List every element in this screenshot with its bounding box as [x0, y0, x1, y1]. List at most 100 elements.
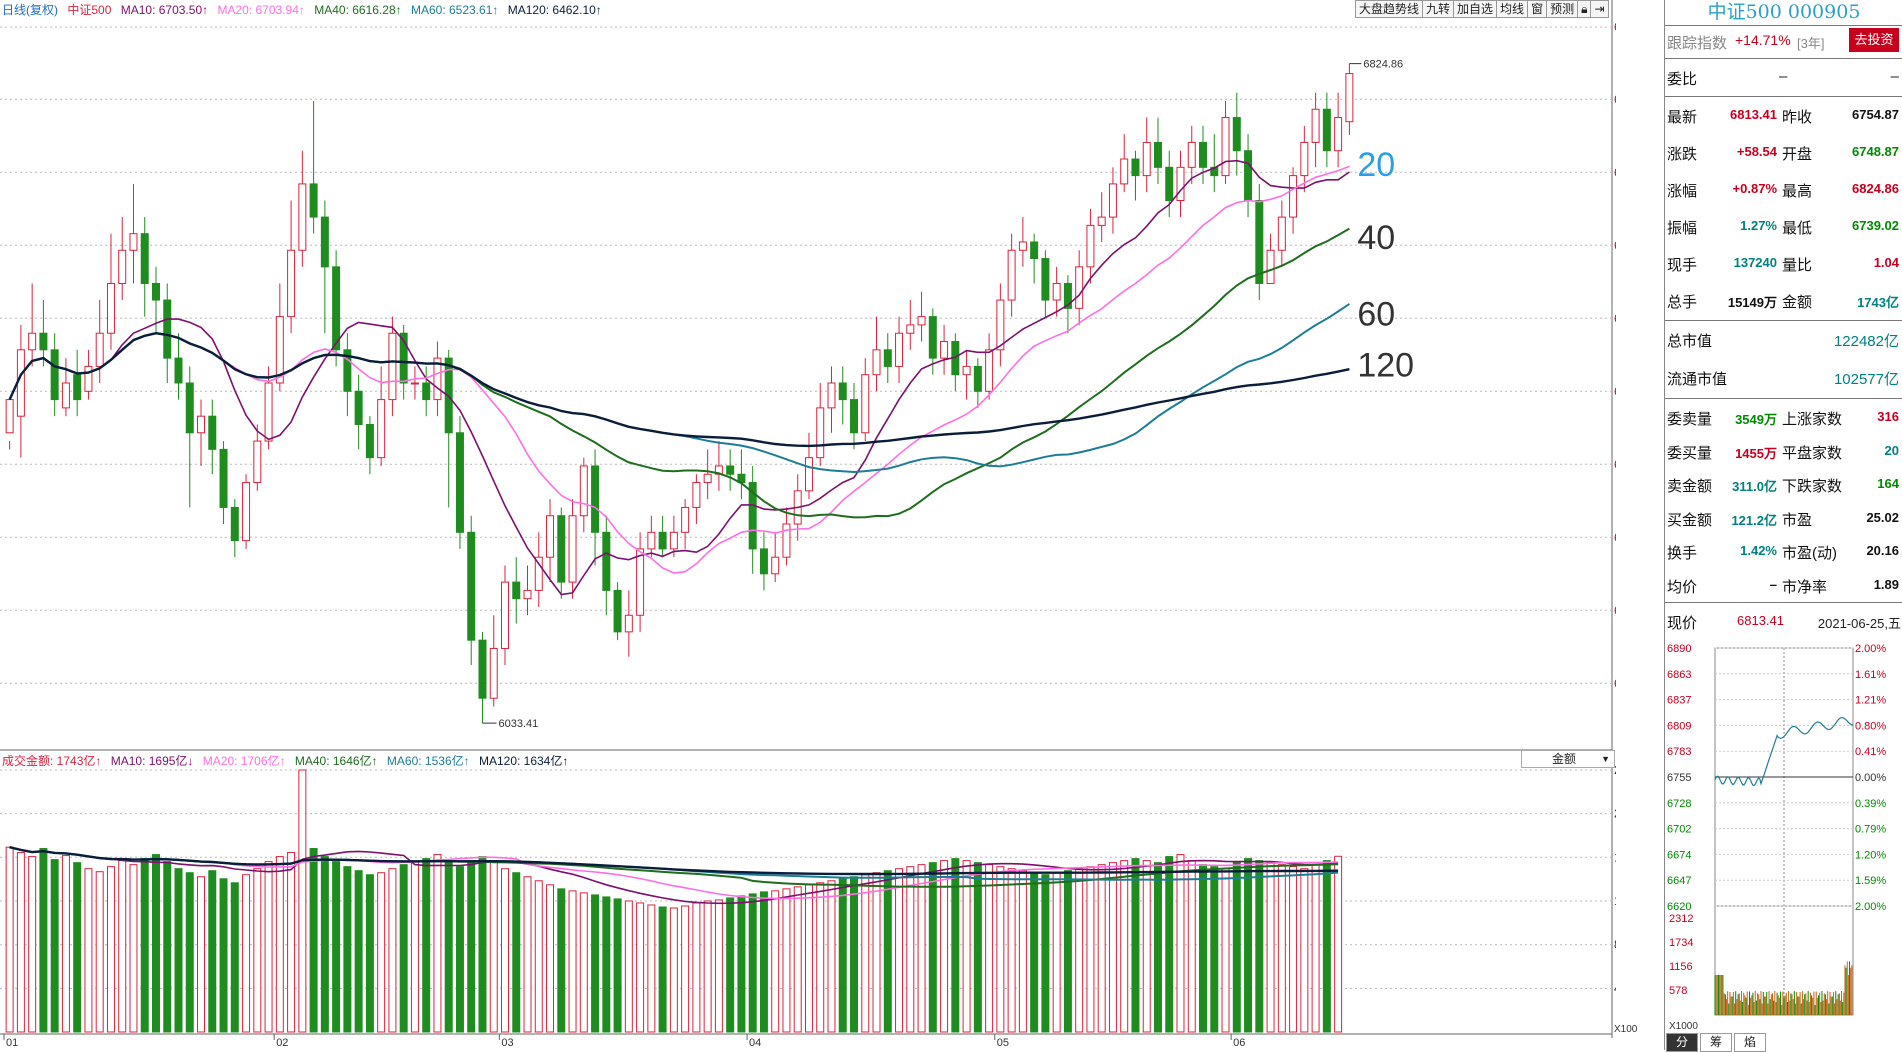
kline-chart-area[interactable]: 6869 6782 6694 6606 6518 6430 6342 6254 6166 6078…	[0, 0, 1637, 1050]
volume-bar	[1199, 864, 1208, 1033]
row-label-2: 平盘家数	[1782, 444, 1843, 462]
quote-row: 总手 15149万 金额 1743亿	[1665, 283, 1902, 317]
candle-body	[410, 382, 419, 385]
intraday-chart[interactable]: 6890 2.00% 6863 1.61% 6837 1.21% 6809 0.80% 6783…	[1665, 640, 1902, 1035]
candle-body	[118, 249, 127, 284]
candle-body	[309, 183, 318, 218]
weibi-row: 委比 – –	[1665, 60, 1902, 94]
track-period: [3年]	[1797, 36, 1825, 51]
volume-bar	[444, 862, 453, 1033]
intraday-left-tick: 6809	[1667, 720, 1691, 732]
volume-bar	[827, 880, 836, 1033]
volume-type-dropdown[interactable]: 金额 ▼	[1521, 750, 1615, 768]
volume-tick-label: 1733	[1614, 850, 1616, 864]
intraday-left-tick: 6647	[1667, 875, 1691, 887]
candle-body	[163, 299, 172, 359]
candle-body	[275, 316, 284, 384]
price-tick-label: 6342	[1614, 457, 1616, 471]
low-marker-label: 6033.41	[498, 718, 538, 730]
row-value: 1455万	[1735, 445, 1777, 461]
candle-body	[343, 349, 352, 392]
kline-svg[interactable]: 6869 6782 6694 6606 6518 6430 6342 6254 6166 6078…	[0, 0, 1616, 1050]
volume-bar	[95, 871, 104, 1033]
weibi-diff: –	[1890, 68, 1899, 85]
intraday-right-tick: 1.21%	[1855, 695, 1886, 707]
candle-body	[647, 531, 656, 550]
candle-body	[703, 473, 712, 484]
candle-body	[872, 349, 881, 376]
ma10-line	[8, 159, 1350, 596]
x-tick-label: 06	[1233, 1037, 1245, 1049]
x-tick-label: 03	[501, 1037, 513, 1049]
row-label-2: 最高	[1782, 183, 1813, 200]
tab-chou[interactable]: 筹	[1700, 1033, 1732, 1052]
volume-bar	[197, 876, 206, 1033]
candle-body	[557, 515, 566, 583]
lock-icon[interactable]: 🔒︎	[1577, 0, 1592, 18]
amount-legend: 成交金额: 1743亿↑	[2, 754, 102, 768]
candle-body	[771, 556, 780, 575]
track-label: 跟踪指数	[1667, 35, 1728, 52]
vol-ma120-line	[9, 846, 1339, 876]
candle-body	[230, 506, 239, 542]
exit-icon[interactable]: ⇥	[1590, 0, 1609, 18]
nine-turn-button[interactable]: 九转	[1422, 0, 1455, 18]
intraday-right-tick: 0.00%	[1855, 772, 1886, 784]
intraday-left-tick: 6620	[1667, 901, 1691, 913]
volume-bar	[714, 899, 723, 1033]
total-mkt-label: 总市值	[1667, 333, 1713, 350]
volume-bar	[771, 890, 780, 1033]
candle-body	[850, 399, 858, 434]
intraday-left-tick: 6783	[1667, 746, 1691, 758]
volume-bar	[50, 859, 59, 1033]
candle-body	[1334, 117, 1343, 152]
volume-bar	[129, 864, 138, 1033]
volume-bar	[692, 902, 701, 1033]
volume-bar	[737, 895, 746, 1033]
volume-bar	[354, 870, 363, 1033]
row-value-2: 6754.87	[1852, 107, 1899, 122]
intraday-right-tick: 1.61%	[1855, 669, 1886, 681]
row-value: 3549万	[1735, 412, 1777, 427]
window-button[interactable]: 窗	[1527, 0, 1548, 18]
ma120-legend: MA120: 6462.10↑	[507, 3, 602, 17]
candle-body	[455, 432, 464, 533]
candle-body	[579, 465, 588, 517]
candle-body	[61, 382, 70, 409]
candle-body	[433, 357, 442, 401]
candle-body	[759, 548, 768, 575]
row-label: 均价	[1667, 578, 1698, 596]
intraday-left-tick: 6837	[1667, 695, 1691, 707]
candle-body	[219, 448, 228, 508]
volume-bar	[1176, 854, 1185, 1033]
volume-tick-label: 2599	[1614, 763, 1616, 777]
candle-body	[906, 324, 915, 334]
candle-body	[1244, 150, 1253, 202]
add-watchlist-button[interactable]: 加自选	[1453, 0, 1498, 18]
tab-fen[interactable]: 分	[1666, 1033, 1698, 1052]
candle-body	[253, 440, 262, 484]
trend-line-button[interactable]: 大盘趋势线	[1355, 0, 1424, 18]
volume-bar	[1142, 860, 1151, 1033]
candle-body	[1322, 108, 1331, 152]
volume-tick-label: 866	[1614, 938, 1616, 952]
tab-yan[interactable]: 焰	[1734, 1033, 1766, 1052]
volume-bar	[1086, 866, 1095, 1033]
volume-bar	[1300, 868, 1309, 1033]
price-tick-label: 6782	[1614, 92, 1616, 106]
row-label: 换手	[1667, 545, 1698, 562]
volume-bar	[624, 900, 633, 1033]
volume-bar	[1244, 858, 1253, 1033]
ma-button[interactable]: 均线	[1496, 0, 1529, 18]
candle-body	[5, 399, 14, 434]
volume-bar	[309, 848, 318, 1033]
volume-bar	[850, 876, 858, 1033]
ma-legend: 日线(复权) 中证500 MA10: 6703.50↑ MA20: 6703.9…	[2, 3, 608, 17]
volume-bar	[951, 858, 960, 1033]
candle-body	[692, 482, 701, 508]
invest-button[interactable]: 去投资	[1849, 28, 1899, 52]
candle-body	[73, 374, 82, 401]
candle-body	[782, 523, 791, 558]
candle-body	[883, 349, 892, 367]
forecast-button[interactable]: 预测	[1546, 0, 1579, 18]
